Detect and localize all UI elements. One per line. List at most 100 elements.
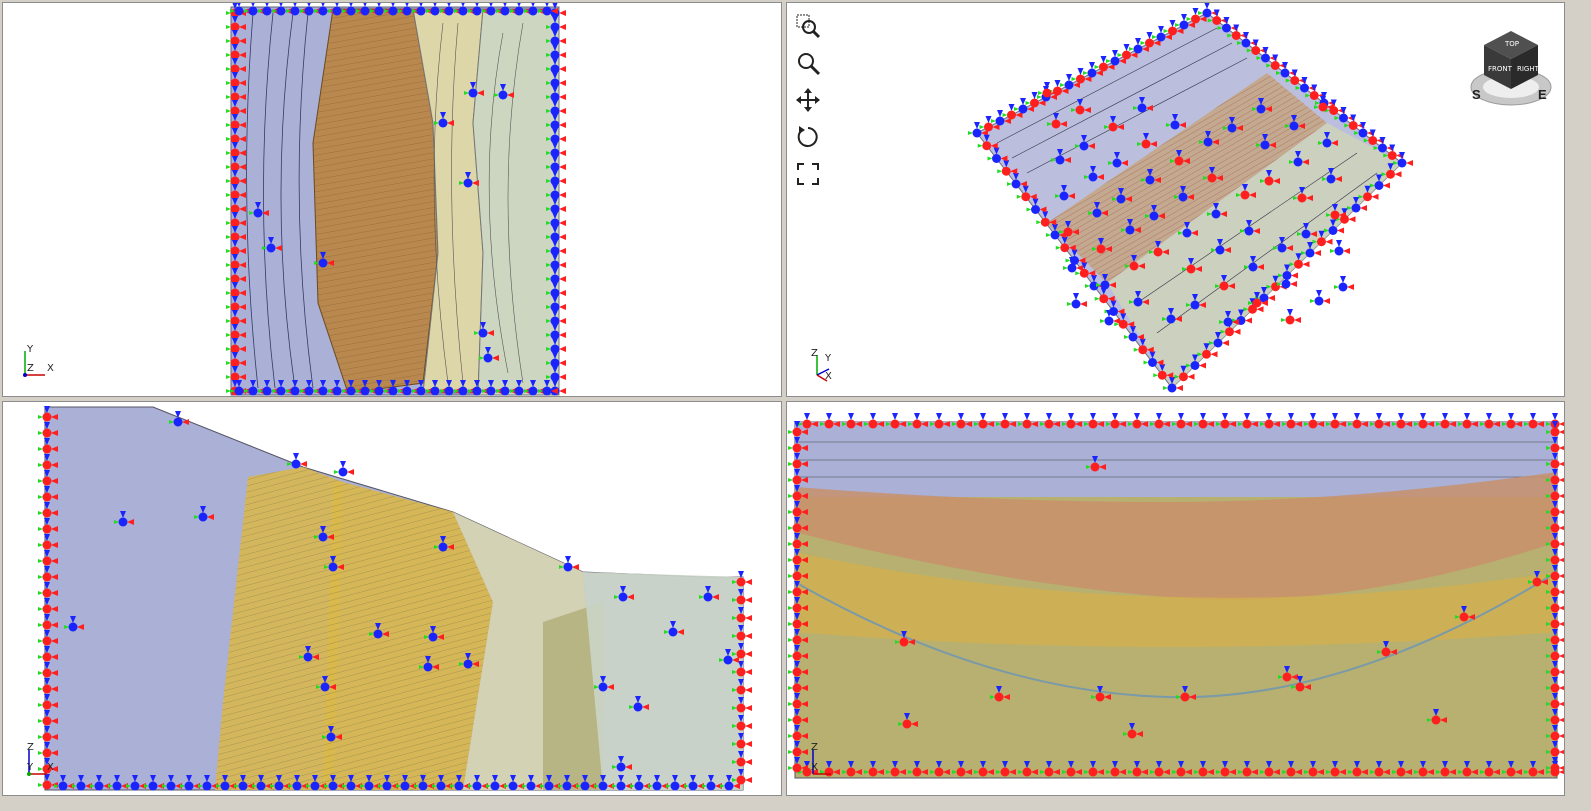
bc-marker <box>546 114 566 130</box>
bc-marker <box>1297 223 1317 239</box>
bc-marker <box>38 438 58 454</box>
bc-marker <box>1016 185 1037 202</box>
bc-marker <box>1150 413 1170 429</box>
bc-marker <box>1282 413 1302 429</box>
bc-marker <box>226 44 246 60</box>
fit-extents-icon <box>797 163 819 185</box>
zoom-button[interactable] <box>793 48 823 78</box>
bc-marker <box>895 631 915 647</box>
bc-marker <box>479 347 499 363</box>
bc-marker <box>328 3 348 16</box>
bc-marker <box>434 536 454 552</box>
bc-marker <box>1326 761 1346 777</box>
bc-marker <box>1152 26 1172 42</box>
bc-marker <box>1255 287 1275 303</box>
bc-marker <box>38 518 58 534</box>
bc-marker <box>1546 645 1564 661</box>
bc-marker <box>788 613 808 629</box>
bc-marker <box>996 413 1016 429</box>
bc-marker <box>1546 741 1564 757</box>
navcube-top-label: TOP <box>1505 40 1520 48</box>
bc-marker <box>38 534 58 550</box>
bc-marker <box>788 693 808 709</box>
bc-marker <box>886 761 906 777</box>
bc-marker <box>226 324 246 340</box>
compass-east: E <box>1538 87 1547 102</box>
bc-marker <box>1143 351 1164 367</box>
bc-marker <box>1260 761 1280 777</box>
bc-marker <box>1528 571 1548 587</box>
zoom-extents-button[interactable] <box>793 159 823 189</box>
bc-marker <box>546 86 566 102</box>
water-table <box>794 571 1558 699</box>
bc-marker <box>1215 275 1235 291</box>
axis-label-y: Y <box>27 344 34 355</box>
viewport-side[interactable]: Z Y X <box>2 401 782 796</box>
bc-marker <box>820 413 840 429</box>
bc-marker <box>454 380 474 396</box>
bc-marker <box>1071 68 1092 84</box>
bc-marker <box>1123 723 1143 739</box>
viewport-isometric[interactable]: TOP FRONT RIGHT S E Z Y X <box>786 2 1565 397</box>
bc-marker <box>546 366 566 382</box>
bc-marker <box>1018 413 1038 429</box>
side-model-canvas[interactable] <box>3 402 782 796</box>
bc-marker <box>226 198 246 214</box>
bc-marker <box>1436 761 1456 777</box>
bc-marker <box>1149 241 1169 257</box>
viewport-front[interactable]: Z X <box>786 401 1565 796</box>
bc-marker <box>1096 274 1116 290</box>
front-model-canvas[interactable] <box>787 402 1565 796</box>
navcube-icon <box>1470 31 1552 106</box>
pan-button[interactable] <box>793 85 823 115</box>
bc-marker <box>324 556 344 572</box>
bc-marker <box>38 422 58 438</box>
navigation-cube[interactable]: TOP FRONT RIGHT S E <box>1468 25 1554 111</box>
bc-marker <box>1084 761 1104 777</box>
bc-marker <box>1546 661 1564 677</box>
bc-marker <box>1546 437 1564 453</box>
isometric-model-canvas[interactable] <box>787 3 1565 397</box>
bc-marker <box>842 413 862 429</box>
bc-marker <box>1088 202 1108 218</box>
bc-marker <box>546 72 566 88</box>
bc-marker <box>1106 50 1126 66</box>
bc-marker <box>1289 151 1309 167</box>
bc-marker <box>1392 761 1412 777</box>
axis-triad <box>801 742 841 782</box>
bc-marker <box>1084 413 1104 429</box>
bc-marker <box>1197 343 1218 359</box>
bc-marker <box>1546 725 1564 741</box>
bc-marker <box>1178 222 1198 238</box>
bc-marker <box>546 156 566 172</box>
bc-marker <box>1036 211 1057 227</box>
rotate-button[interactable] <box>793 122 823 152</box>
plan-model-canvas[interactable] <box>3 3 782 397</box>
bc-marker <box>1370 761 1390 777</box>
zoom-window-button[interactable] <box>793 11 823 41</box>
bc-marker <box>38 470 58 486</box>
bc-marker <box>226 212 246 228</box>
bc-marker <box>510 380 530 396</box>
bc-marker <box>38 502 58 518</box>
bc-marker <box>1100 310 1120 326</box>
bc-marker <box>1273 237 1293 253</box>
bc-marker <box>1324 219 1344 235</box>
bc-marker <box>546 240 566 256</box>
bc-marker <box>1436 413 1456 429</box>
bc-marker <box>226 86 246 102</box>
bc-marker <box>1216 413 1236 429</box>
bc-marker <box>546 324 566 340</box>
rotate-icon <box>797 126 818 147</box>
bc-marker <box>720 775 740 791</box>
bc-marker <box>1163 377 1183 393</box>
viewport-plan[interactable]: Y Z X <box>2 2 782 397</box>
bc-marker <box>546 310 566 326</box>
bc-marker <box>262 237 282 253</box>
bc-marker <box>546 184 566 200</box>
view-toolbar <box>793 11 825 196</box>
bc-marker <box>38 662 58 678</box>
bc-marker <box>788 469 808 485</box>
bc-marker <box>908 413 928 429</box>
bc-marker <box>1186 354 1206 370</box>
